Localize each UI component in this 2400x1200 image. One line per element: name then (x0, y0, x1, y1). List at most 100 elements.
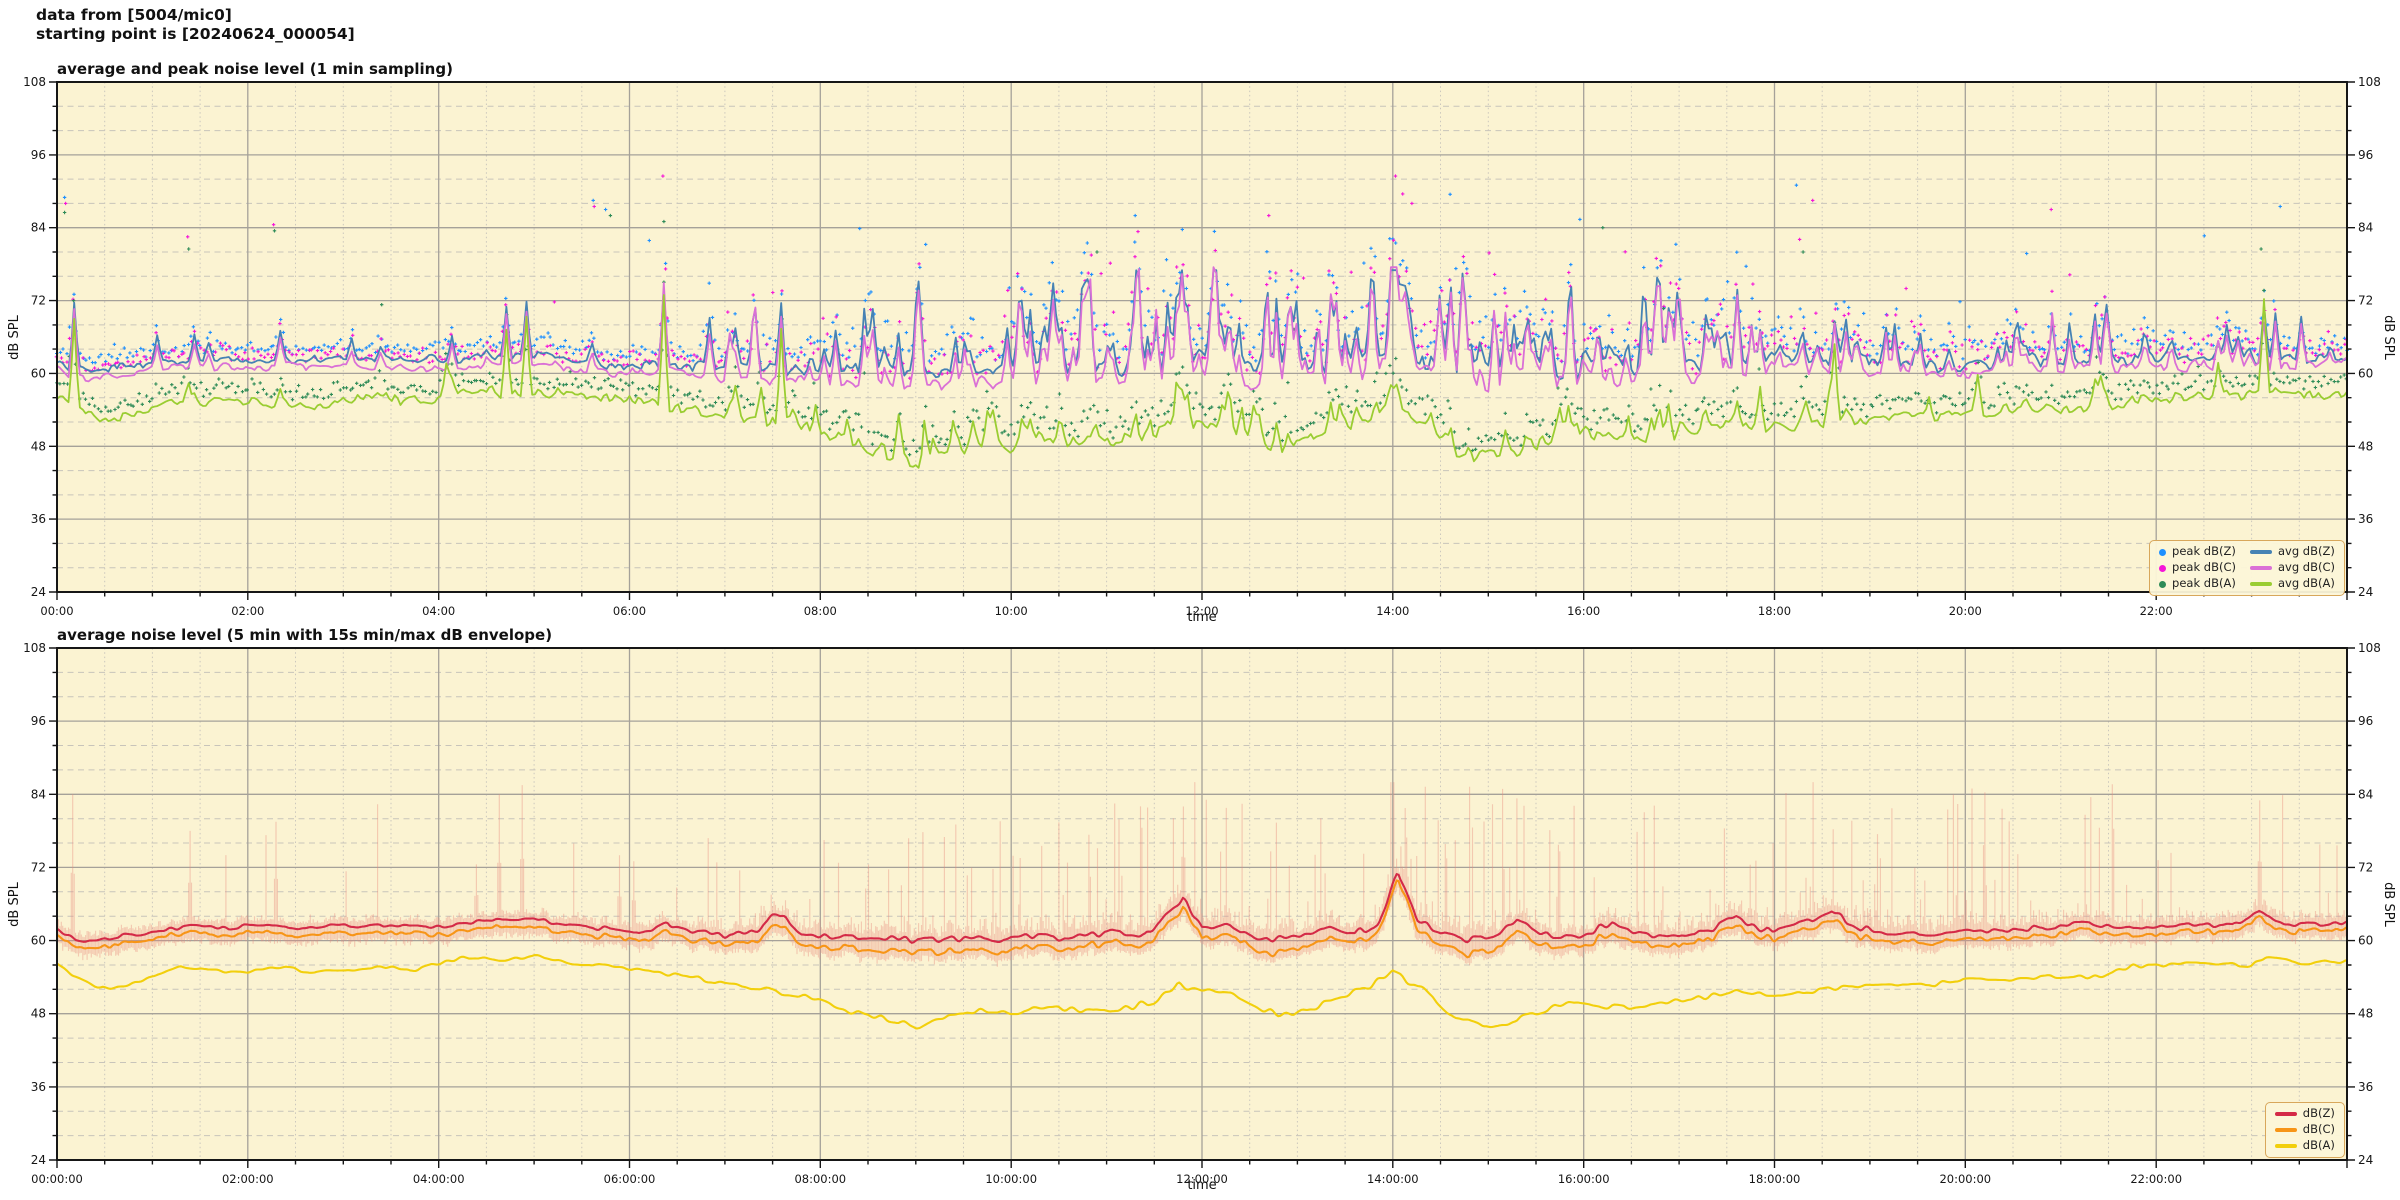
y-tick-label-right: 36 (2358, 1080, 2373, 1094)
legend-item: peak dB(A) (2159, 578, 2236, 590)
legend-item: avg dB(Z) (2249, 544, 2335, 559)
y-tick-label-right: 108 (2358, 641, 2381, 655)
x-tick-label: 10:00:00 (985, 1172, 1037, 1186)
legend-label: dB(Z) (2302, 1106, 2335, 1121)
y-tick-label-right: 96 (2358, 714, 2373, 728)
legend-label: avg dB(Z) (2277, 544, 2335, 559)
legend-dot-marker (2159, 564, 2167, 572)
y-tick-label-right: 72 (2358, 860, 2373, 874)
y-tick-label-left: 60 (31, 934, 46, 948)
legend-dot-marker (2159, 580, 2167, 588)
x-tick-label: 16:00 (1567, 604, 1600, 618)
y-tick-label-left: 96 (31, 148, 46, 162)
x-tick-label: 16:00:00 (1558, 1172, 1610, 1186)
legend-label: peak dB(A) (2172, 576, 2236, 591)
legend-item: avg dB(A) (2249, 576, 2335, 591)
x-tick-label: 18:00 (1758, 604, 1791, 618)
y-tick-label-left: 60 (31, 366, 46, 380)
legend-line-marker (2249, 566, 2272, 570)
x-tick-label: 18:00:00 (1749, 1172, 1801, 1186)
header-line-1: data from [5004/mic0] (36, 6, 232, 24)
y-tick-label-left: 48 (31, 1007, 46, 1021)
chart1-xaxis-label: time (1187, 610, 1217, 625)
y-tick-label-right: 48 (2358, 439, 2373, 453)
x-tick-label: 14:00 (1376, 604, 1409, 618)
y-tick-label-left: 108 (23, 641, 46, 655)
legend-label: peak dB(Z) (2172, 544, 2236, 559)
dbc-line (56, 879, 2348, 959)
legend-label: avg dB(A) (2277, 576, 2335, 591)
x-tick-label: 20:00 (1949, 604, 1982, 618)
chart2-plot: 00:00:00 02:00:00 04:00:00 06:00:00 08:00:00… (23, 641, 2381, 1186)
legend-line-marker (2249, 582, 2272, 586)
legend-line-marker (2274, 1144, 2297, 1148)
legend-label: avg dB(C) (2277, 560, 2335, 575)
legend-dot-marker (2159, 548, 2167, 556)
y-tick-label-left: 24 (31, 1153, 46, 1167)
x-tick-label: 08:00:00 (794, 1172, 846, 1186)
header-line-2: starting point is [20240624_000054] (36, 25, 355, 43)
y-tick-label-left: 36 (31, 512, 46, 526)
y-tick-label-left: 36 (31, 1080, 46, 1094)
y-tick-label-right: 84 (2358, 221, 2373, 235)
legend-item: dB(C) (2274, 1122, 2335, 1137)
legend-item: avg dB(C) (2249, 560, 2335, 575)
legend-line-marker (2274, 1112, 2297, 1116)
x-tick-label: 00:00 (40, 604, 73, 618)
legend-label: dB(C) (2302, 1122, 2335, 1137)
y-tick-label-right: 36 (2358, 512, 2373, 526)
dba-line (56, 954, 2348, 1030)
y-tick-label-right: 60 (2358, 934, 2373, 948)
y-tick-label-left: 84 (31, 221, 46, 235)
avg-dba-line (56, 294, 2348, 469)
y-tick-label-right: 24 (2358, 1153, 2373, 1167)
legend-label: peak dB(C) (2172, 560, 2236, 575)
x-tick-label: 02:00:00 (222, 1172, 274, 1186)
y-tick-label-left: 48 (31, 439, 46, 453)
chart1-yaxis-label-left: dB SPL (6, 315, 22, 360)
avg-dbz-line (56, 269, 2348, 381)
x-tick-label: 14:00:00 (1367, 1172, 1419, 1186)
y-tick-label-right: 72 (2358, 294, 2373, 308)
x-tick-label: 10:00 (995, 604, 1028, 618)
x-tick-label: 04:00:00 (413, 1172, 465, 1186)
chart1-title: average and peak noise level (1 min samp… (57, 60, 453, 78)
x-tick-label: 06:00:00 (604, 1172, 656, 1186)
x-tick-label: 20:00:00 (1939, 1172, 1991, 1186)
y-tick-label-left: 72 (31, 294, 46, 308)
y-tick-label-left: 108 (23, 75, 46, 89)
legend-line-marker (2249, 550, 2272, 554)
y-tick-label-left: 72 (31, 860, 46, 874)
legend-item: dB(A) (2274, 1138, 2335, 1153)
y-tick-label-right: 84 (2358, 787, 2373, 801)
x-tick-label: 04:00 (422, 604, 455, 618)
y-tick-label-left: 96 (31, 714, 46, 728)
chart2-yaxis-label-left: dB SPL (6, 882, 22, 927)
chart2-title: average noise level (5 min with 15s min/… (57, 626, 553, 644)
y-tick-label-right: 60 (2358, 366, 2373, 380)
x-tick-label: 08:00 (804, 604, 837, 618)
legend-label: dB(A) (2302, 1138, 2335, 1153)
y-tick-label-left: 84 (31, 787, 46, 801)
x-tick-label: 02:00 (231, 604, 264, 618)
y-tick-label-left: 24 (31, 585, 46, 599)
chart1-plot: 00:00 02:00 04:00 06:00 08:00 10:00 12:00 14:00… (23, 75, 2381, 618)
x-tick-label: 22:00 (2140, 604, 2173, 618)
x-tick-label: 22:00:00 (2130, 1172, 2182, 1186)
y-tick-label-right: 24 (2358, 585, 2373, 599)
y-tick-label-right: 108 (2358, 75, 2381, 89)
chart2-yaxis-label-right: dB SPL (2380, 882, 2396, 927)
dbz-line (56, 873, 2348, 944)
chart2-xaxis-label: time (1187, 1178, 1217, 1193)
legend-item: peak dB(C) (2159, 562, 2236, 574)
x-tick-label: 12:00 (1185, 604, 1218, 618)
y-tick-label-right: 48 (2358, 1007, 2373, 1021)
legend-item: dB(Z) (2274, 1106, 2335, 1121)
x-tick-label: 00:00:00 (31, 1172, 83, 1186)
legend-item: peak dB(Z) (2159, 546, 2236, 558)
legend-line-marker (2274, 1128, 2297, 1132)
avg-dbc-line (56, 266, 2348, 393)
chart1-yaxis-label-right: dB SPL (2380, 315, 2396, 360)
